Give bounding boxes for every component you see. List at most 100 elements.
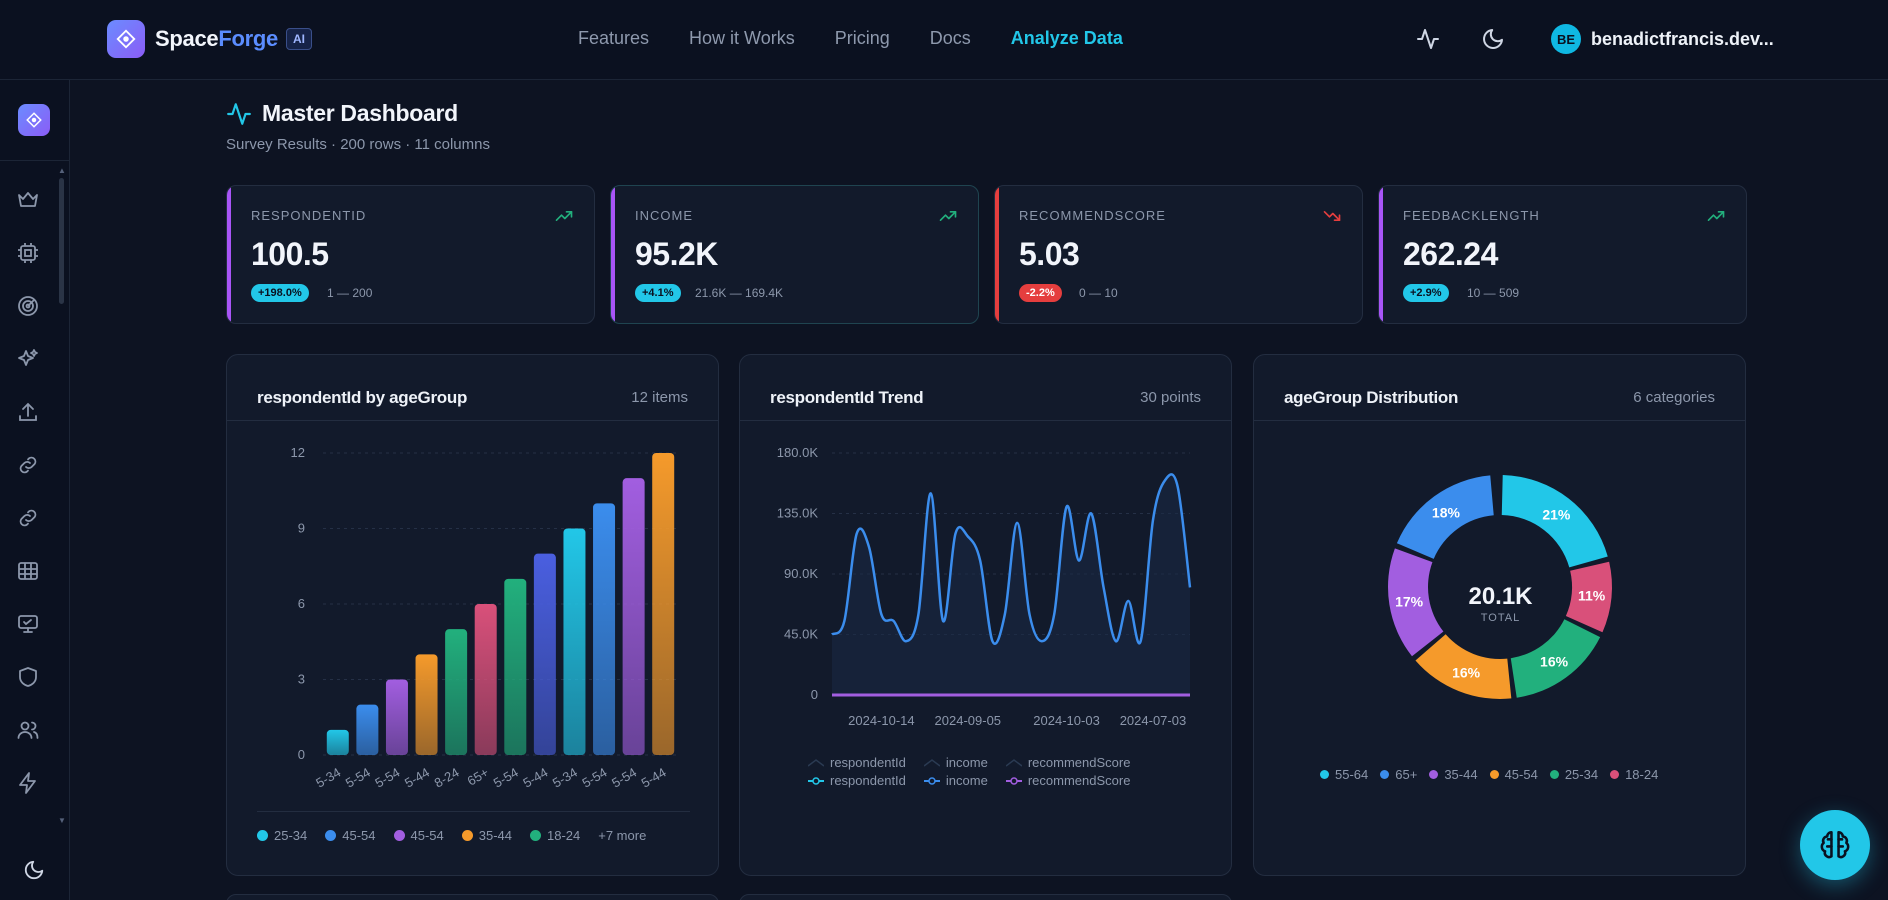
area-fill-income [832,474,1190,695]
legend-item[interactable]: 65+ [1380,767,1417,782]
legend-item[interactable]: 45-54 [1489,767,1538,782]
bar [652,453,675,755]
legend-dot [1610,770,1620,779]
legend-item[interactable]: respondentId [808,773,906,788]
link-icon[interactable] [16,506,40,530]
legend-label: recommendScore [1027,755,1131,770]
sidebar-scrollbar[interactable] [59,178,64,304]
kpi-card-income[interactable]: INCOME 95.2K +4.1% 21.6K — 169.4K [610,185,979,324]
radar-icon[interactable] [16,294,40,318]
cpu-icon[interactable] [16,241,40,265]
nav-analyze-data[interactable]: Analyze Data [1010,28,1123,48]
legend-label: 25-34 [1564,767,1599,782]
legend-label: 18-24 [547,828,581,843]
kpi-value: 100.5 [251,236,329,272]
legend-item[interactable]: 25-34 [1549,767,1599,782]
users-icon[interactable] [16,718,40,742]
y-tick-label: 90.0K [784,566,818,581]
kpi-change-badge: +198.0% [251,284,309,302]
x-tick-label: 5-54 [579,765,609,791]
x-tick-label: 2024-09-05 [935,713,1002,728]
legend-label: 55-64 [1335,767,1369,782]
bar [593,503,616,755]
legend-label: 35-44 [1444,767,1478,782]
link-icon[interactable] [16,453,40,477]
panel-header: respondentId by ageGroup 12 items [227,355,718,421]
line-legend-row-1: respondentId income recommendScore [808,755,1148,770]
bottom-panel-left [226,894,719,900]
avatar: BE [1551,24,1581,54]
sparkles-icon[interactable] [16,347,40,371]
legend-label: income [945,773,988,788]
theme-toggle-moon-icon[interactable] [1481,27,1507,53]
legend-item[interactable]: 35-44 [1429,767,1478,782]
top-navigation: SpaceForge AI Features How it Works Pric… [0,0,1888,80]
donut-total: 20.1K [1468,583,1533,610]
crown-icon[interactable] [16,188,40,212]
kpi-accent-bar [611,186,615,323]
panel-meta: 12 items [631,389,688,406]
table-icon[interactable] [16,559,40,583]
scroll-up-arrow-icon[interactable]: ▲ [58,166,66,175]
bar [415,654,438,755]
brand-name-part2: Forge [218,26,278,51]
bar [326,729,349,755]
monitor-icon[interactable] [16,612,40,636]
legend-item[interactable]: 18-24 [1610,767,1658,782]
line-legend-row-2: respondentId income recommendScore [808,773,1148,788]
donut-legend: 55-64 65+ 35-44 45-54 25-34 18-24 [1320,767,1670,782]
scroll-down-arrow-icon[interactable]: ▼ [58,816,66,825]
y-tick-label: 180.0K [777,445,819,460]
legend-label: respondentId [830,773,906,788]
legend-item[interactable]: 35-44 [461,828,512,843]
legend-item[interactable]: recommendScore [1005,773,1131,788]
kpi-range: 0 — 10 [1079,286,1118,300]
user-menu[interactable]: BE benadictfrancis.dev... [1551,24,1774,54]
legend-item[interactable]: 45-54 [393,828,444,843]
kpi-card-feedbacklength[interactable]: FEEDBACKLENGTH 262.24 +2.9% 10 — 509 [1378,185,1747,324]
legend-dot [393,830,405,841]
activity-icon[interactable] [1416,27,1442,53]
kpi-label: RECOMMENDSCORE [1019,208,1166,223]
kpi-range: 10 — 509 [1467,286,1520,300]
nav-features[interactable]: Features [578,28,650,48]
kpi-label: INCOME [635,208,693,223]
legend-label: recommendScore [1027,773,1131,788]
kpi-value: 5.03 [1019,236,1080,272]
legend-item[interactable]: 18-24 [530,828,580,843]
legend-dot [257,830,268,841]
legend-item[interactable]: 25-34 [257,828,307,843]
shield-icon[interactable] [16,665,40,689]
ai-assistant-button[interactable] [1800,810,1870,880]
legend-item[interactable]: respondentId [808,755,906,770]
legend-dot [1549,770,1559,779]
kpi-card-recommendscore[interactable]: RECOMMENDSCORE 5.03 -2.2% 0 — 10 [994,185,1363,324]
moon-icon[interactable] [23,859,47,883]
x-tick-label: 2024-10-14 [848,713,915,728]
brand[interactable]: SpaceForge AI [107,20,312,58]
donut-total-label: TOTAL [1480,612,1521,624]
kpi-card-respondentid[interactable]: RESPONDENTID 100.5 +198.0% 1 — 200 [226,185,595,324]
legend-item[interactable]: income [923,773,988,788]
series-line-income [831,473,1192,645]
zap-icon[interactable] [16,771,40,795]
legend-label: 65+ [1395,767,1418,782]
legend-item[interactable]: income [923,755,988,770]
nav-how-it-works[interactable]: How it Works [689,28,795,48]
y-tick-label: 9 [298,521,305,536]
upload-icon[interactable] [16,400,40,424]
legend-item[interactable]: 45-54 [325,828,376,843]
kpi-accent-bar [1379,186,1383,323]
legend-item[interactable]: 55-64 [1320,767,1368,782]
nav-docs[interactable]: Docs [929,28,971,48]
sidebar-logo-icon[interactable] [18,104,50,136]
legend-item[interactable]: recommendScore [1005,755,1131,770]
nav-pricing[interactable]: Pricing [834,28,890,48]
brand-name-part1: Space [155,26,219,51]
legend-more[interactable]: +7 more [598,828,646,843]
legend-label: income [945,755,988,770]
x-tick-label: 5-54 [343,765,373,791]
brand-logo-icon [107,20,145,58]
y-tick-label: 135.0K [777,506,819,521]
